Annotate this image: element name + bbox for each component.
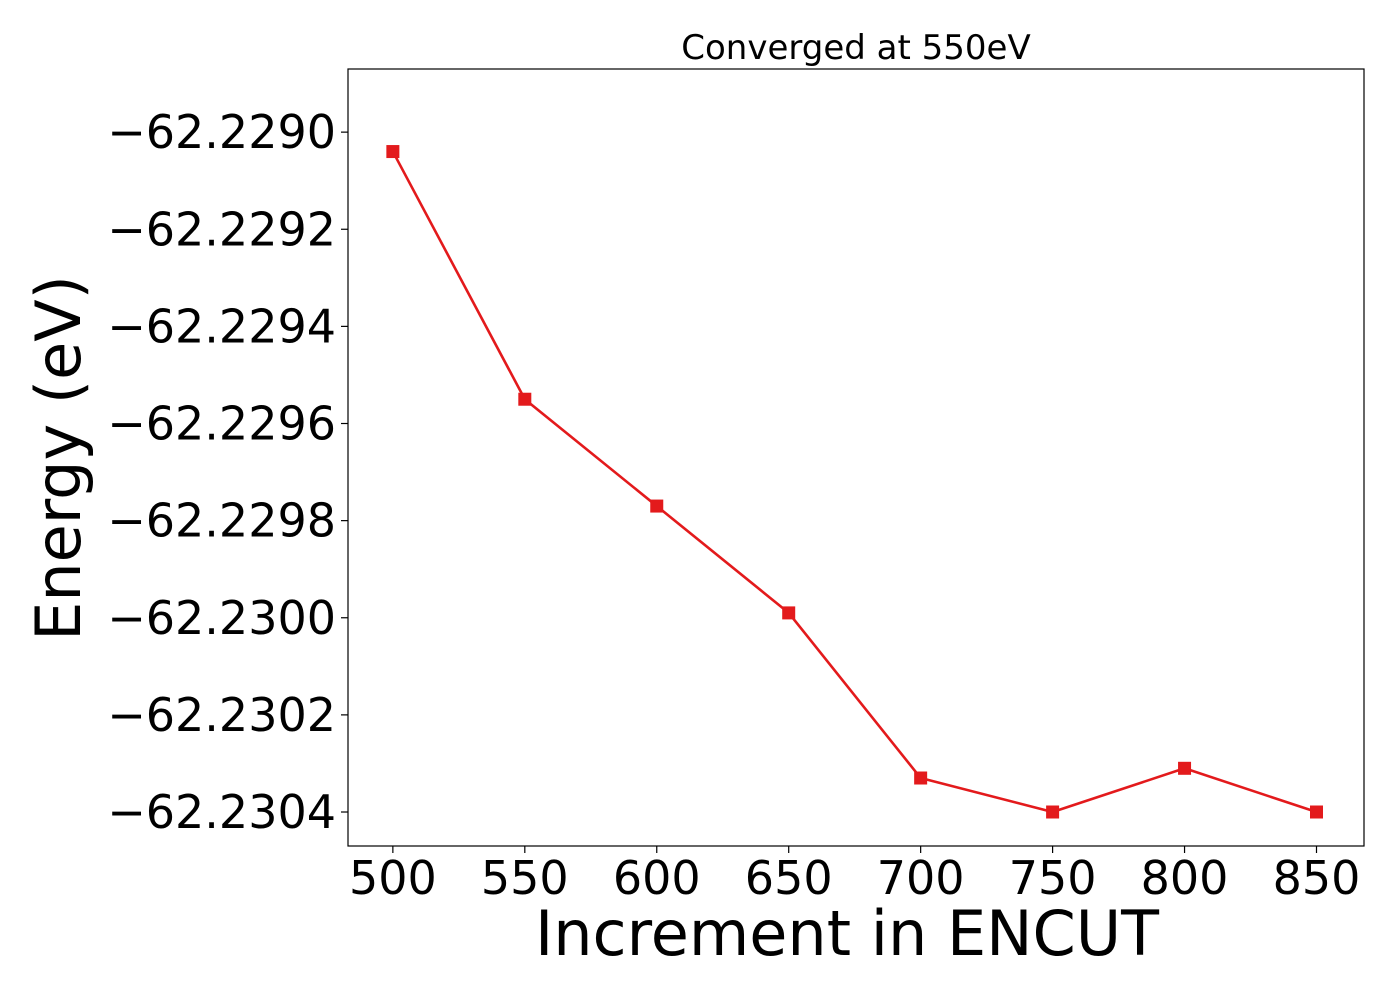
data-point-marker bbox=[914, 771, 928, 785]
series-layer bbox=[386, 145, 1323, 819]
y-tick-label: −62.2298 bbox=[107, 494, 336, 548]
x-tick-label: 850 bbox=[1273, 851, 1361, 905]
data-point-marker bbox=[782, 606, 796, 620]
plot-frame bbox=[347, 68, 1365, 847]
y-axis-ticks: −62.2290 −62.2292 −62.2294 −62.2296 −62.2298… bbox=[107, 105, 348, 839]
x-tick-label: 800 bbox=[1141, 851, 1229, 905]
y-tick-label: −62.2302 bbox=[107, 688, 336, 742]
y-tick-label: −62.2292 bbox=[107, 202, 336, 256]
data-point-marker bbox=[1178, 761, 1192, 775]
x-tick-label: 650 bbox=[745, 851, 833, 905]
data-point-marker bbox=[386, 145, 400, 159]
data-point-marker bbox=[518, 392, 532, 406]
y-axis-label: Energy (eV) bbox=[22, 275, 95, 641]
x-tick-label: 500 bbox=[349, 851, 437, 905]
y-tick-label: −62.2290 bbox=[107, 105, 336, 159]
y-tick-label: −62.2296 bbox=[107, 397, 336, 451]
x-tick-label: 750 bbox=[1009, 851, 1097, 905]
x-axis-label: Increment in ENCUT bbox=[535, 897, 1160, 970]
y-tick-label: −62.2300 bbox=[107, 591, 336, 645]
y-tick-label: −62.2294 bbox=[107, 299, 336, 353]
x-axis-ticks: 500 550 600 650 700 750 800 850 bbox=[349, 846, 1360, 905]
data-point-marker bbox=[1046, 805, 1060, 819]
x-tick-label: 550 bbox=[481, 851, 569, 905]
series-line bbox=[391, 150, 1317, 814]
y-tick-label: −62.2304 bbox=[107, 785, 336, 839]
data-point-marker bbox=[1309, 805, 1323, 819]
x-tick-label: 700 bbox=[877, 851, 965, 905]
chart-title: Converged at 550eV bbox=[681, 28, 1030, 68]
x-tick-label: 600 bbox=[613, 851, 701, 905]
data-point-marker bbox=[650, 499, 664, 513]
